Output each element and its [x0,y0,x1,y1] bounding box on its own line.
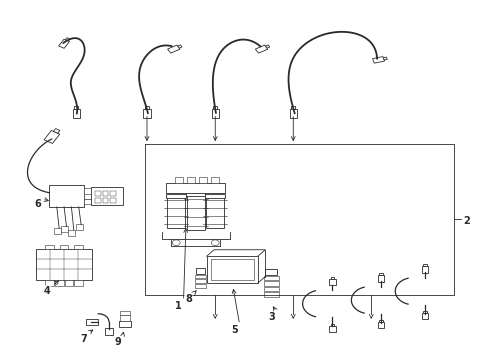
Bar [83,199,92,204]
Text: 5: 5 [231,325,238,335]
Bar [102,198,108,203]
Bar [167,196,184,228]
Bar [421,266,427,273]
Text: 6: 6 [34,199,41,210]
Bar [68,230,75,235]
Bar [265,269,277,275]
Bar [291,107,294,109]
Bar [110,191,116,196]
Bar [120,315,130,320]
Bar [166,194,185,198]
Text: 7: 7 [80,333,87,343]
Bar [145,107,148,109]
Bar [199,177,206,183]
Bar [73,109,80,118]
Bar [372,57,384,63]
Bar [76,225,82,230]
Bar [330,324,333,325]
Bar [119,320,131,327]
Bar [263,287,279,291]
Bar [211,177,219,183]
Bar [64,279,73,286]
Bar [379,320,382,322]
Bar [265,45,269,48]
Bar [377,275,384,282]
Bar [213,107,217,109]
Bar [421,313,427,319]
Bar [55,279,63,286]
Bar [289,109,296,118]
Bar [328,325,335,332]
Bar [379,274,382,275]
Bar [83,193,92,199]
Bar [177,45,182,48]
Bar [83,188,92,194]
Text: 4: 4 [43,286,50,296]
Bar [263,292,279,297]
Bar [45,245,54,249]
Bar [383,57,386,60]
Bar [54,228,61,234]
Bar [166,183,224,193]
Bar [49,185,83,207]
Bar [44,131,60,143]
Bar [422,265,426,266]
Bar [330,277,333,279]
Bar [186,177,194,183]
Bar [86,319,98,325]
Bar [65,38,70,41]
Bar [194,275,206,278]
Circle shape [172,240,180,246]
Bar [95,191,101,196]
Bar [59,39,69,48]
Bar [186,194,204,230]
Bar [194,279,206,283]
Bar [143,109,150,118]
Text: 8: 8 [184,294,191,304]
Bar [167,45,180,53]
Bar [255,45,267,53]
Bar [53,129,60,133]
Bar [196,268,204,274]
Bar [74,279,83,286]
Bar [36,249,92,279]
Text: 3: 3 [267,312,274,322]
Text: 9: 9 [114,337,121,347]
Bar [102,191,108,196]
Bar [377,322,384,328]
Bar [206,196,224,228]
Text: 2: 2 [462,216,469,226]
Bar [211,109,219,118]
Bar [205,194,224,198]
Bar [61,226,68,232]
Bar [206,256,257,283]
Bar [263,276,279,280]
Bar [194,284,206,288]
Bar [110,198,116,203]
Bar [422,311,426,313]
Bar [74,107,78,109]
Bar [60,245,68,249]
Bar [210,259,253,280]
Circle shape [211,240,219,246]
Bar [174,177,182,183]
Bar [104,328,113,335]
Bar [263,282,279,286]
Bar [45,279,54,286]
Bar [328,279,335,285]
Bar [120,311,130,315]
Bar [95,198,101,203]
Bar [185,192,205,196]
Bar [91,187,122,205]
Bar [74,245,83,249]
Text: 1: 1 [175,301,182,311]
